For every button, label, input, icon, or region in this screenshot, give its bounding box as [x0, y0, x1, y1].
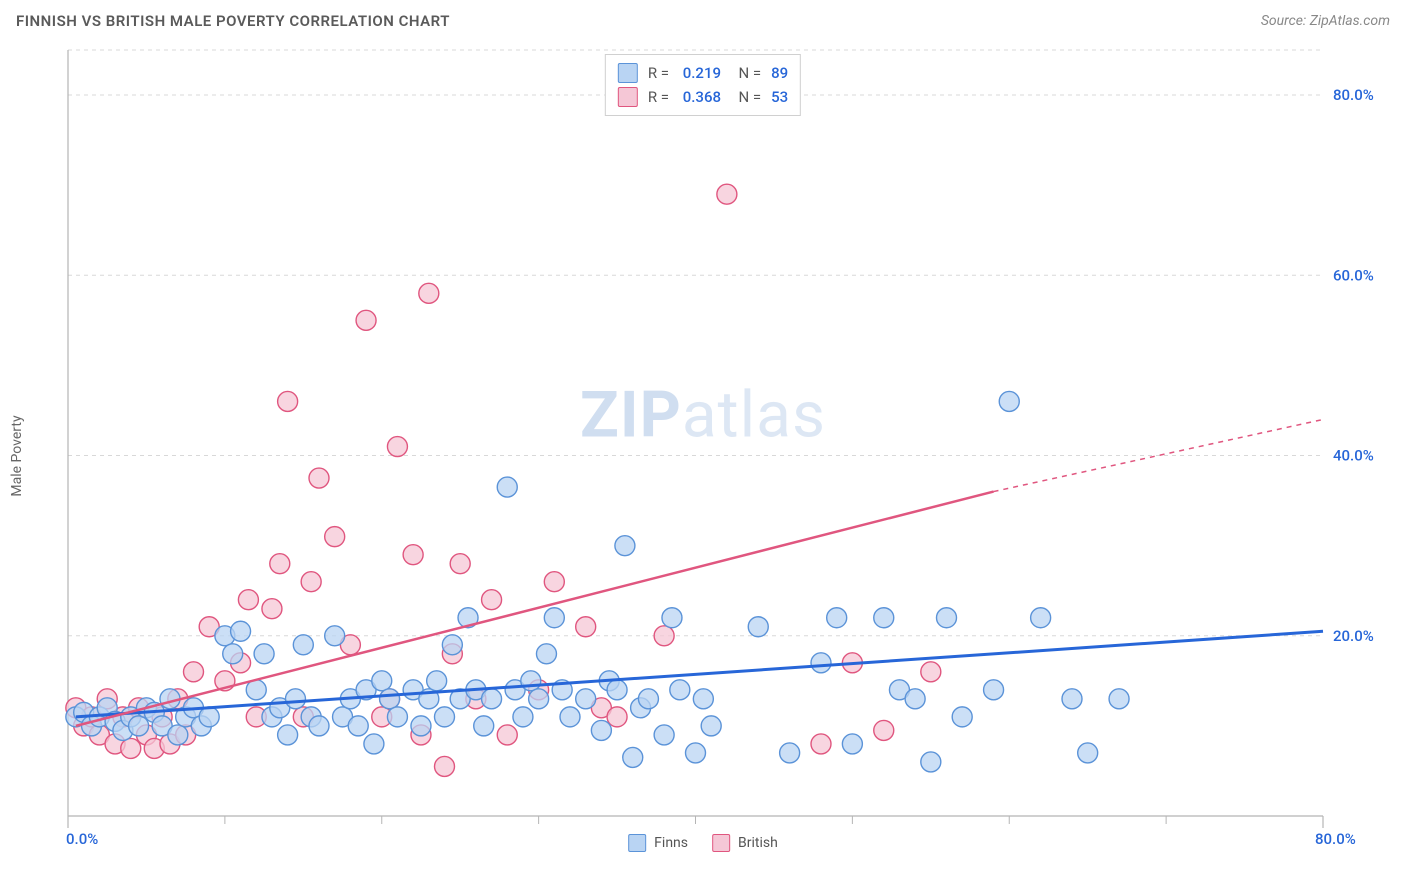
legend-item-finns: Finns	[628, 834, 688, 852]
n-value-british: 53	[771, 88, 788, 106]
legend: Finns British	[628, 834, 778, 852]
swatch-finns-icon	[628, 834, 646, 852]
svg-text:60.0%: 60.0%	[1333, 266, 1374, 284]
source-attribution: Source: ZipAtlas.com	[1261, 13, 1390, 29]
stats-row-british: R = 0.368 N =53	[618, 85, 788, 109]
svg-text:80.0%: 80.0%	[1333, 86, 1374, 104]
y-axis-label: Male Poverty	[9, 415, 25, 496]
n-value-finns: 89	[771, 64, 788, 82]
swatch-british-icon	[712, 834, 730, 852]
correlation-stats-box: R = 0.219 N =89 R = 0.368 N =53	[605, 54, 801, 116]
swatch-finns	[618, 63, 638, 83]
swatch-british	[618, 87, 638, 107]
legend-label-finns: Finns	[654, 835, 688, 851]
svg-text:20.0%: 20.0%	[1333, 627, 1374, 645]
stats-row-finns: R = 0.219 N =89	[618, 61, 788, 85]
chart-container: Male Poverty 20.0%40.0%60.0%80.0% ZIPatl…	[13, 38, 1393, 858]
x-axis-tick-0: 0.0%	[66, 830, 98, 848]
legend-item-british: British	[712, 834, 778, 852]
svg-text:40.0%: 40.0%	[1333, 447, 1374, 465]
r-value-finns: 0.219	[683, 64, 721, 82]
scatter-chart: 20.0% 40.0% 60.0% 80.0%	[13, 38, 1393, 858]
page-title: FINNISH VS BRITISH MALE POVERTY CORRELAT…	[16, 12, 450, 30]
r-value-british: 0.368	[683, 88, 721, 106]
x-axis-tick-80: 80.0%	[1315, 830, 1356, 848]
legend-label-british: British	[738, 835, 778, 851]
